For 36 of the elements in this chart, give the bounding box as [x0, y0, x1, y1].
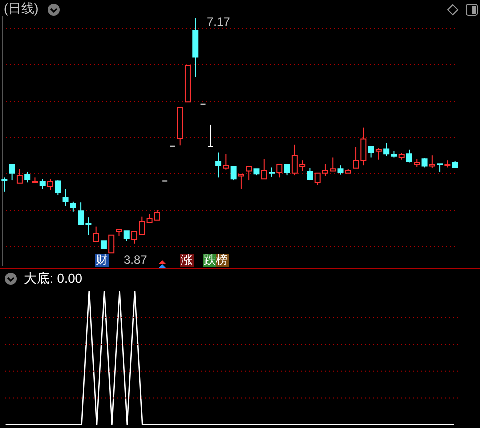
annotation: 7.17: [207, 15, 230, 29]
candlestick: [269, 167, 276, 178]
candlestick: [62, 188, 69, 207]
chart-title: 大底: 0.00: [24, 271, 83, 286]
candlestick: [93, 226, 100, 242]
candlestick: [208, 124, 214, 148]
candlestick: [55, 180, 62, 196]
candlestick: [70, 201, 76, 212]
annotation: 跌榜: [203, 253, 229, 267]
candlestick: [24, 171, 31, 184]
candlestick: [307, 168, 314, 182]
candlestick: [40, 178, 46, 190]
candlestick: [9, 164, 16, 182]
chart-title: (日线): [4, 1, 39, 16]
candlestick: [223, 154, 230, 170]
candlestick: [246, 166, 252, 182]
candlestick: [384, 142, 390, 157]
candlestick: [238, 174, 244, 190]
candlestick: [284, 164, 290, 176]
candlestick: [2, 177, 8, 192]
annotation: 财: [95, 253, 109, 267]
candlestick: [376, 148, 382, 160]
candlestick: [261, 158, 268, 180]
candlestick: [216, 152, 222, 178]
annotation: 涨: [180, 253, 194, 267]
annotation: 3.87: [124, 253, 148, 267]
candlestick: [429, 155, 436, 169]
candlestick: [16, 168, 23, 184]
candlestick: [108, 234, 115, 254]
candlestick: [124, 230, 130, 242]
candlestick: [406, 149, 412, 164]
candlestick: [338, 165, 344, 176]
candlestick: [48, 178, 54, 191]
candlestick: [230, 166, 237, 182]
candlestick: [368, 146, 374, 158]
candlestick: [276, 164, 283, 178]
